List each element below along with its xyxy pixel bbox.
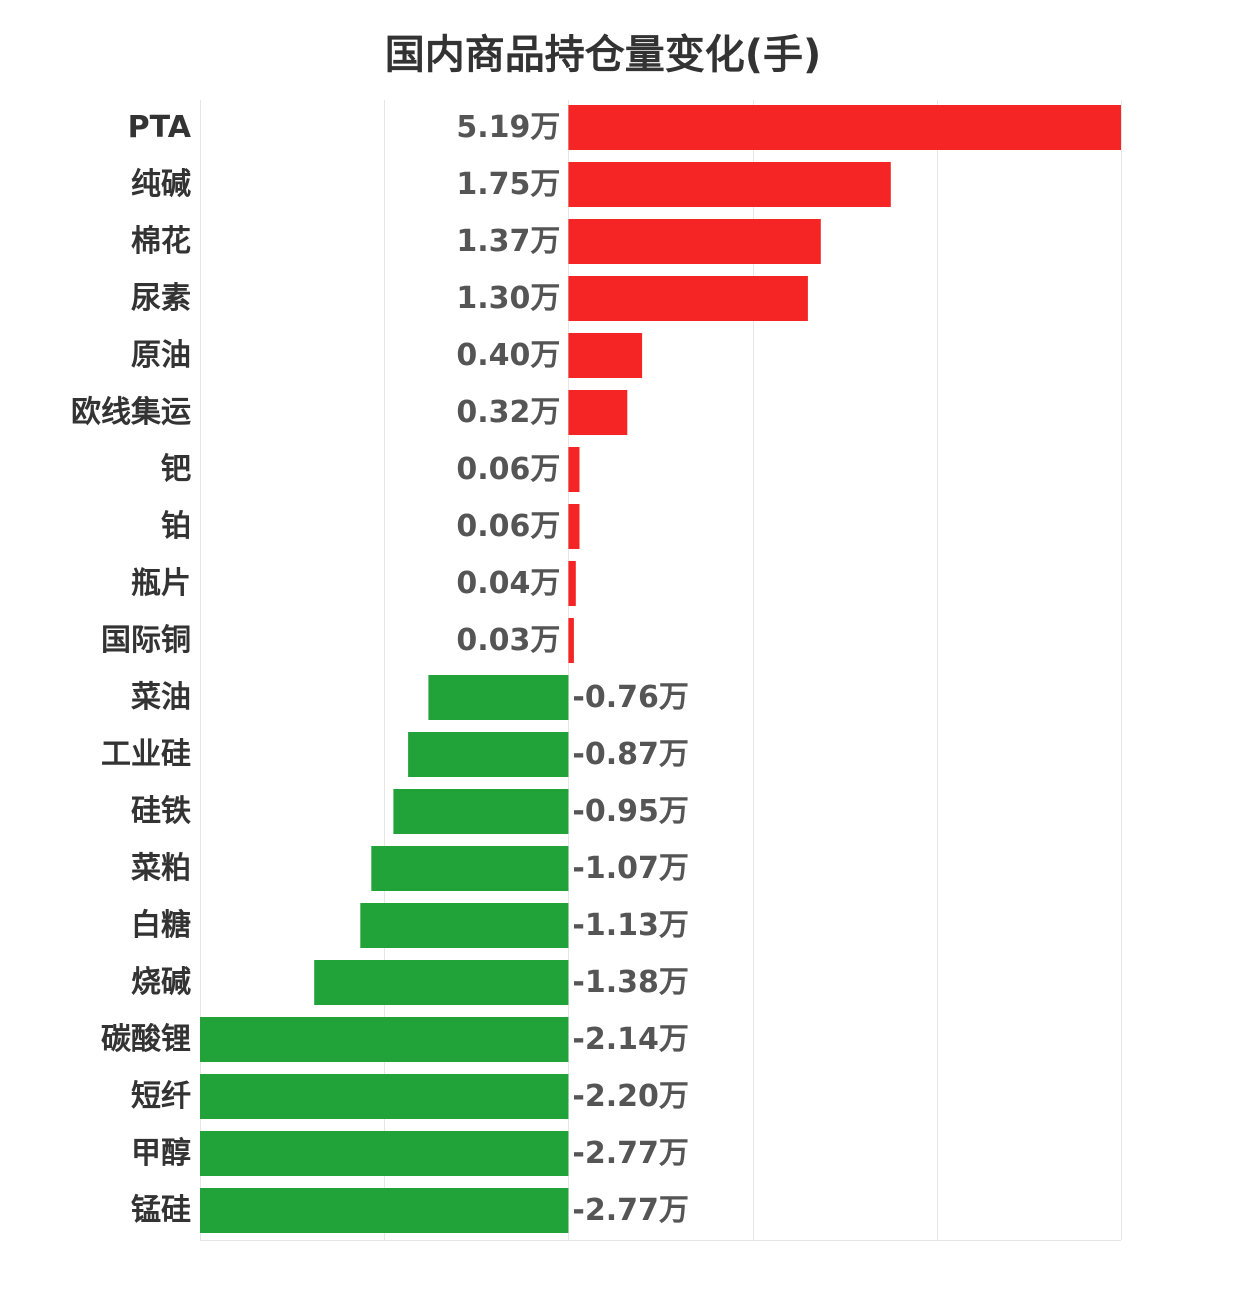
bar-14 bbox=[360, 903, 569, 948]
bar-2 bbox=[568, 219, 821, 264]
value-label: 0.03万 bbox=[456, 623, 560, 658]
bars bbox=[200, 105, 1121, 1233]
category-label: 尿素 bbox=[131, 281, 191, 316]
bar-15 bbox=[314, 960, 569, 1005]
bar-12 bbox=[393, 789, 569, 834]
category-label: 瓶片 bbox=[131, 566, 191, 601]
category-label: 工业硅 bbox=[101, 737, 191, 772]
bar-19 bbox=[200, 1188, 569, 1233]
value-label: -2.20万 bbox=[572, 1079, 688, 1114]
category-label: 原油 bbox=[131, 338, 191, 373]
category-label: 硅铁 bbox=[131, 794, 191, 829]
category-label: 纯碱 bbox=[131, 167, 191, 202]
value-label: 1.30万 bbox=[456, 281, 560, 316]
bar-11 bbox=[408, 732, 569, 777]
bar-3 bbox=[568, 276, 808, 321]
bar-18 bbox=[200, 1131, 569, 1176]
bar-17 bbox=[200, 1074, 569, 1119]
value-label: 0.04万 bbox=[456, 566, 560, 601]
bar-9 bbox=[568, 618, 574, 663]
value-label: 1.75万 bbox=[456, 167, 560, 202]
category-label: 碳酸锂 bbox=[101, 1022, 191, 1057]
category-label: 棉花 bbox=[131, 224, 191, 259]
category-label: 国际铜 bbox=[101, 623, 191, 658]
value-label: -0.87万 bbox=[572, 737, 688, 772]
category-label: 白糖 bbox=[131, 908, 191, 943]
value-label: -0.76万 bbox=[572, 680, 688, 715]
value-label: -2.14万 bbox=[572, 1022, 688, 1057]
bar-1 bbox=[568, 162, 891, 207]
value-label: 0.40万 bbox=[456, 338, 560, 373]
chart-title: 国内商品持仓量变化(手) bbox=[384, 32, 822, 78]
bar-13 bbox=[371, 846, 569, 891]
value-label: -1.07万 bbox=[572, 851, 688, 886]
bar-16 bbox=[200, 1017, 569, 1062]
bar-10 bbox=[428, 675, 569, 720]
category-label: 菜粕 bbox=[131, 851, 191, 886]
category-label: 钯 bbox=[161, 452, 191, 487]
value-label: -2.77万 bbox=[572, 1193, 688, 1228]
category-label: 短纤 bbox=[131, 1079, 191, 1114]
category-label: 欧线集运 bbox=[71, 395, 191, 430]
bar-7 bbox=[568, 504, 580, 549]
bar-8 bbox=[568, 561, 576, 606]
value-label: 1.37万 bbox=[456, 224, 560, 259]
category-label: 甲醇 bbox=[131, 1136, 191, 1171]
value-label: -1.38万 bbox=[572, 965, 688, 1000]
value-label: -1.13万 bbox=[572, 908, 688, 943]
value-label: -2.77万 bbox=[572, 1136, 688, 1171]
value-label: 0.06万 bbox=[456, 509, 560, 544]
value-label: -0.95万 bbox=[572, 794, 688, 829]
value-label: 5.19万 bbox=[456, 110, 560, 145]
category-label: 烧碱 bbox=[131, 965, 191, 1000]
bar-0 bbox=[568, 105, 1121, 150]
value-label: 0.32万 bbox=[456, 395, 560, 430]
category-label: 铂 bbox=[161, 509, 191, 544]
category-label: 锰硅 bbox=[131, 1193, 191, 1228]
grid-lines bbox=[200, 100, 1122, 1241]
bar-4 bbox=[568, 333, 643, 378]
category-label: 菜油 bbox=[131, 680, 191, 715]
category-label: PTA bbox=[128, 110, 192, 145]
bar-6 bbox=[568, 447, 580, 492]
value-label: 0.06万 bbox=[456, 452, 560, 487]
bar-5 bbox=[568, 390, 628, 435]
